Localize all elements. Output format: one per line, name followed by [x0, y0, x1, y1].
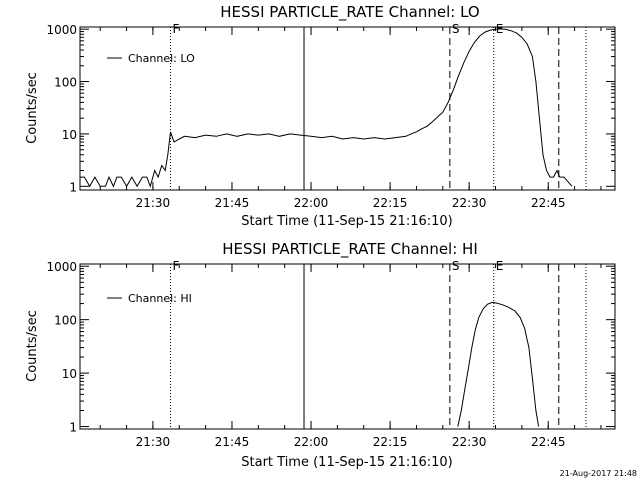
panel-hi-x-ticks: 21:30 21:45 22:00 22:15 22:30 22:45	[99, 264, 602, 449]
panel-hi-x-axis-label: Start Time (11-Sep-15 21:16:10)	[241, 455, 452, 470]
panel-hi-series-layer	[457, 301, 540, 427]
panel-lo: HESSI PARTICLE_RATE Channel: LO F S E 21:3…	[25, 3, 616, 229]
panel-lo-marker-label: S	[452, 22, 460, 36]
panel-hi-x-tick-label: 22:30	[452, 435, 487, 449]
panel-lo-x-ticks: 21:30 21:45 22:00 22:15 22:30 22:45	[99, 27, 602, 210]
panel-lo-x-tick-label: 22:00	[294, 196, 329, 210]
panel-hi-x-tick-label: 21:45	[215, 435, 250, 449]
panel-lo-x-tick-label: 22:45	[531, 196, 566, 210]
panel-lo-x-tick-label: 21:45	[215, 196, 250, 210]
panel-lo-x-tick-label: 21:30	[136, 196, 171, 210]
panel-lo-y-axis-label: Counts/sec	[25, 72, 40, 144]
panel-lo-x-tick-label: 22:15	[373, 196, 408, 210]
panel-lo-series-line-0	[80, 28, 573, 188]
panel-lo-y-ticks: 1 10 100 1000	[46, 23, 615, 194]
panel-lo-x-axis-label: Start Time (11-Sep-15 21:16:10)	[241, 214, 452, 229]
panel-hi-marker-label: E	[496, 259, 504, 273]
panel-hi-series-line-0	[457, 301, 540, 427]
panel-hi-y-axis-label: Counts/sec	[25, 310, 40, 382]
panel-lo-y-tick-label: 1	[69, 180, 77, 194]
panel-hi-x-tick-label: 22:15	[373, 435, 408, 449]
panel-hi-plot-frame	[79, 263, 616, 430]
panel-hi-y-tick-label: 10	[62, 367, 77, 381]
panel-hi-marker-label: F	[172, 259, 179, 273]
panel-lo-y-tick-label: 1000	[46, 23, 77, 37]
panel-hi-title: HESSI PARTICLE_RATE Channel: HI	[222, 240, 478, 259]
panel-hi-x-tick-label: 22:00	[294, 435, 329, 449]
panel-hi-legend: Channel: HI	[107, 292, 192, 305]
panel-hi-legend-label: Channel: HI	[128, 292, 192, 305]
panel-lo-title: HESSI PARTICLE_RATE Channel: LO	[220, 3, 479, 22]
panel-lo-marker-label: F	[172, 22, 179, 36]
panel-lo-y-tick-label: 10	[62, 128, 77, 142]
panel-lo-legend-label: Channel: LO	[128, 52, 195, 65]
panel-hi-y-tick-label: 1000	[46, 260, 77, 274]
panel-hi-y-tick-label: 1	[69, 421, 77, 435]
panel-lo-y-tick-label: 100	[54, 76, 77, 90]
panel-hi-x-tick-label: 21:30	[136, 435, 171, 449]
panel-hi-x-tick-label: 22:45	[531, 435, 566, 449]
panel-hi-y-ticks: 1 10 100 1000	[46, 260, 615, 435]
generation-timestamp: 21-Aug-2017 21:48	[560, 469, 637, 478]
panel-lo-legend: Channel: LO	[107, 52, 195, 65]
panel-lo-marker-label: E	[496, 22, 504, 36]
panel-hi-marker-label: S	[452, 259, 460, 273]
panel-lo-x-tick-label: 22:30	[452, 196, 487, 210]
panel-lo-series-layer	[80, 28, 573, 188]
panel-hi: HESSI PARTICLE_RATE Channel: HI F S E 21:3…	[25, 240, 616, 470]
panel-hi-y-tick-label: 100	[54, 314, 77, 328]
